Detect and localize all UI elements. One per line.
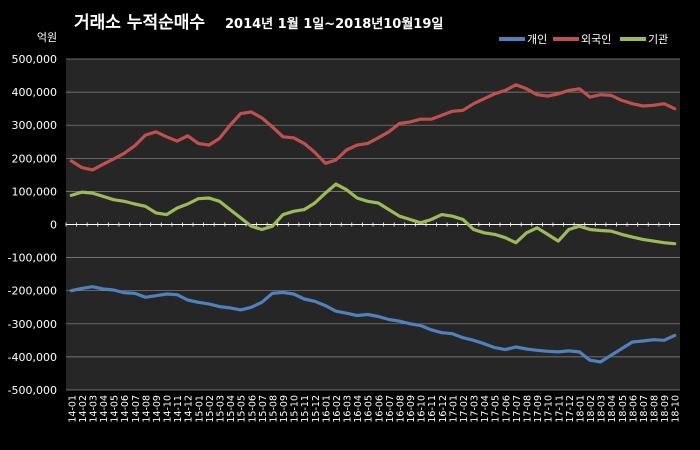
x-tick-label: 14-07 <box>131 395 142 423</box>
x-tick-label: 16-01 <box>321 395 332 423</box>
x-tick-label: 17-08 <box>523 395 534 423</box>
x-tick-label: 17-10 <box>544 395 555 423</box>
x-tick-label: 15-11 <box>300 395 311 423</box>
y-unit-label: 억원 <box>37 31 57 44</box>
x-tick-label: 14-02 <box>78 395 89 423</box>
x-tick-label: 16-11 <box>427 395 438 423</box>
x-tick-label: 18-08 <box>650 395 661 423</box>
x-tick-label: 15-04 <box>226 395 237 423</box>
x-tick-label: 16-02 <box>332 395 343 423</box>
x-tick-label: 16-08 <box>395 395 406 423</box>
x-tick-label: 15-09 <box>279 395 290 423</box>
x-tick-label: 17-11 <box>554 395 565 423</box>
x-tick-label: 16-12 <box>438 395 449 423</box>
x-tick-label: 16-03 <box>343 395 354 423</box>
y-tick-label: 100,000 <box>12 185 58 198</box>
x-tick-label: 16-09 <box>406 395 417 423</box>
x-tick-label: 18-04 <box>607 395 618 423</box>
x-tick-label: 16-10 <box>417 395 428 423</box>
x-tick-label: 14-11 <box>173 395 184 423</box>
x-tick-label: 17-01 <box>448 395 459 423</box>
x-tick-label: 16-05 <box>364 395 375 423</box>
legend-label: 외국인 <box>581 33 611 46</box>
x-tick-label: 14-06 <box>120 395 131 423</box>
x-tick-label: 14-01 <box>67 395 78 423</box>
x-tick-label: 17-04 <box>480 395 491 423</box>
x-tick-label: 14-04 <box>99 395 110 423</box>
x-tick-label: 17-03 <box>470 395 481 423</box>
x-tick-label: 15-06 <box>247 395 258 423</box>
x-tick-label: 18-06 <box>628 395 639 423</box>
x-tick-label: 14-12 <box>184 395 195 423</box>
x-tick-label: 15-07 <box>258 395 269 423</box>
legend-label: 기관 <box>648 33 668 46</box>
series-line-외국인 <box>69 83 677 172</box>
x-tick-label: 16-07 <box>385 395 396 423</box>
x-tick-label: 18-07 <box>639 395 650 423</box>
x-tick-label: 17-07 <box>512 395 523 423</box>
y-tick-label: -300,000 <box>8 318 57 331</box>
x-tick-label: 15-03 <box>216 395 227 423</box>
x-tick-label: 14-09 <box>152 395 163 423</box>
y-tick-label: 500,000 <box>12 53 58 66</box>
y-tick-label: -400,000 <box>8 351 57 364</box>
x-tick-label: 15-08 <box>268 395 279 423</box>
plot-area: 500,000 400,000 300,000 200,000 100,000 0 -100… <box>8 53 682 423</box>
series-line-개인 <box>69 285 677 364</box>
y-tick-label: 0 <box>50 219 57 232</box>
x-tick-label: 17-02 <box>459 395 470 423</box>
x-tick-label: 15-05 <box>237 395 248 423</box>
x-tick-label: 17-09 <box>533 395 544 423</box>
y-tick-label: -200,000 <box>8 285 57 298</box>
x-tick-label: 18-01 <box>575 395 586 423</box>
x-tick-label: 14-03 <box>88 395 99 423</box>
x-tick-label: 16-06 <box>374 395 385 423</box>
x-tick-label: 18-03 <box>597 395 608 423</box>
y-tick-label: 400,000 <box>12 86 58 99</box>
x-tick-label: 16-04 <box>353 395 364 423</box>
x-tick-label: 17-06 <box>501 395 512 423</box>
y-tick-label: 300,000 <box>12 119 58 132</box>
x-tick-label: 17-05 <box>491 395 502 423</box>
x-tick-label: 18-09 <box>660 395 671 423</box>
x-tick-label: 18-02 <box>586 395 597 423</box>
x-tick-label: 17-12 <box>565 395 576 423</box>
chart-subtitle: 2014년 1월 1일~2018년10월19일 <box>225 16 443 32</box>
x-tick-label: 15-10 <box>290 395 301 423</box>
x-tick-label: 14-10 <box>163 395 174 423</box>
y-tick-label: -500,000 <box>8 384 57 397</box>
series-line-기관 <box>69 182 677 246</box>
x-tick-label: 15-01 <box>194 395 205 423</box>
y-tick-label: -100,000 <box>8 252 57 265</box>
x-tick-label: 18-10 <box>671 395 682 423</box>
x-tick-label: 15-02 <box>205 395 216 423</box>
x-tick-label: 15-12 <box>311 395 322 423</box>
chart-title: 거래소 누적순매수 <box>74 13 205 33</box>
x-tick-label: 14-05 <box>110 395 121 423</box>
x-tick-label: 14-08 <box>141 395 152 423</box>
y-tick-label: 200,000 <box>12 152 58 165</box>
x-tick-label: 18-05 <box>618 395 629 423</box>
legend-label: 개인 <box>527 33 547 46</box>
legend: 개인 외국인 기관 <box>499 33 668 46</box>
